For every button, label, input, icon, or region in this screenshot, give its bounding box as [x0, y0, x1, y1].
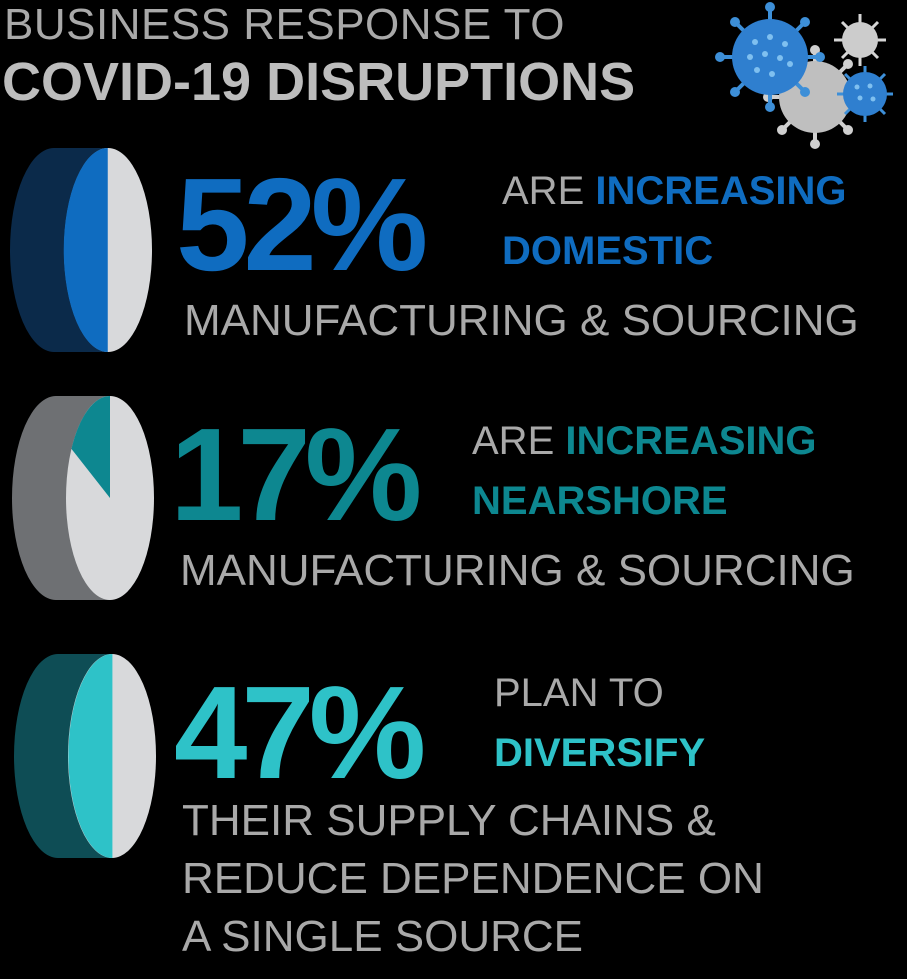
percent-label: 52% — [176, 151, 428, 298]
percent-label: 47% — [174, 659, 426, 806]
statement-line-2: NEARSHORE — [472, 479, 728, 523]
title-line-2: COVID-19 DISRUPTIONS — [2, 52, 636, 112]
title-line-1: BUSINESS RESPONSE TO — [4, 0, 565, 49]
statement-line-1: ARE INCREASING — [472, 419, 817, 463]
virus-blue-small-icon — [837, 66, 893, 122]
pie-chart-domestic — [10, 148, 152, 352]
pie-slice-52 — [63, 148, 108, 352]
statement-line-2: DOMESTIC — [502, 229, 714, 273]
statement-line-1: ARE INCREASING — [502, 169, 847, 213]
virus-gray-small-icon — [834, 14, 886, 66]
description-line: A SINGLE SOURCE — [182, 912, 584, 961]
statement-line-1: PLAN TO — [494, 671, 664, 715]
pie-slice-17 — [71, 396, 110, 498]
pie-chart-nearshore — [12, 396, 154, 600]
description-line: REDUCE DEPENDENCE ON — [182, 854, 764, 903]
description-line: THEIR SUPPLY CHAINS & — [182, 796, 716, 845]
description-line: MANUFACTURING & SOURCING — [184, 296, 859, 345]
pie-chart-diversify — [14, 654, 156, 858]
pie-slice-47 — [68, 654, 113, 858]
statement-line-2: DIVERSIFY — [494, 731, 706, 775]
percent-label: 17% — [170, 401, 422, 548]
virus-blue-large-icon — [715, 2, 825, 112]
description-line: MANUFACTURING & SOURCING — [180, 546, 855, 595]
virus-icon — [715, 2, 893, 149]
